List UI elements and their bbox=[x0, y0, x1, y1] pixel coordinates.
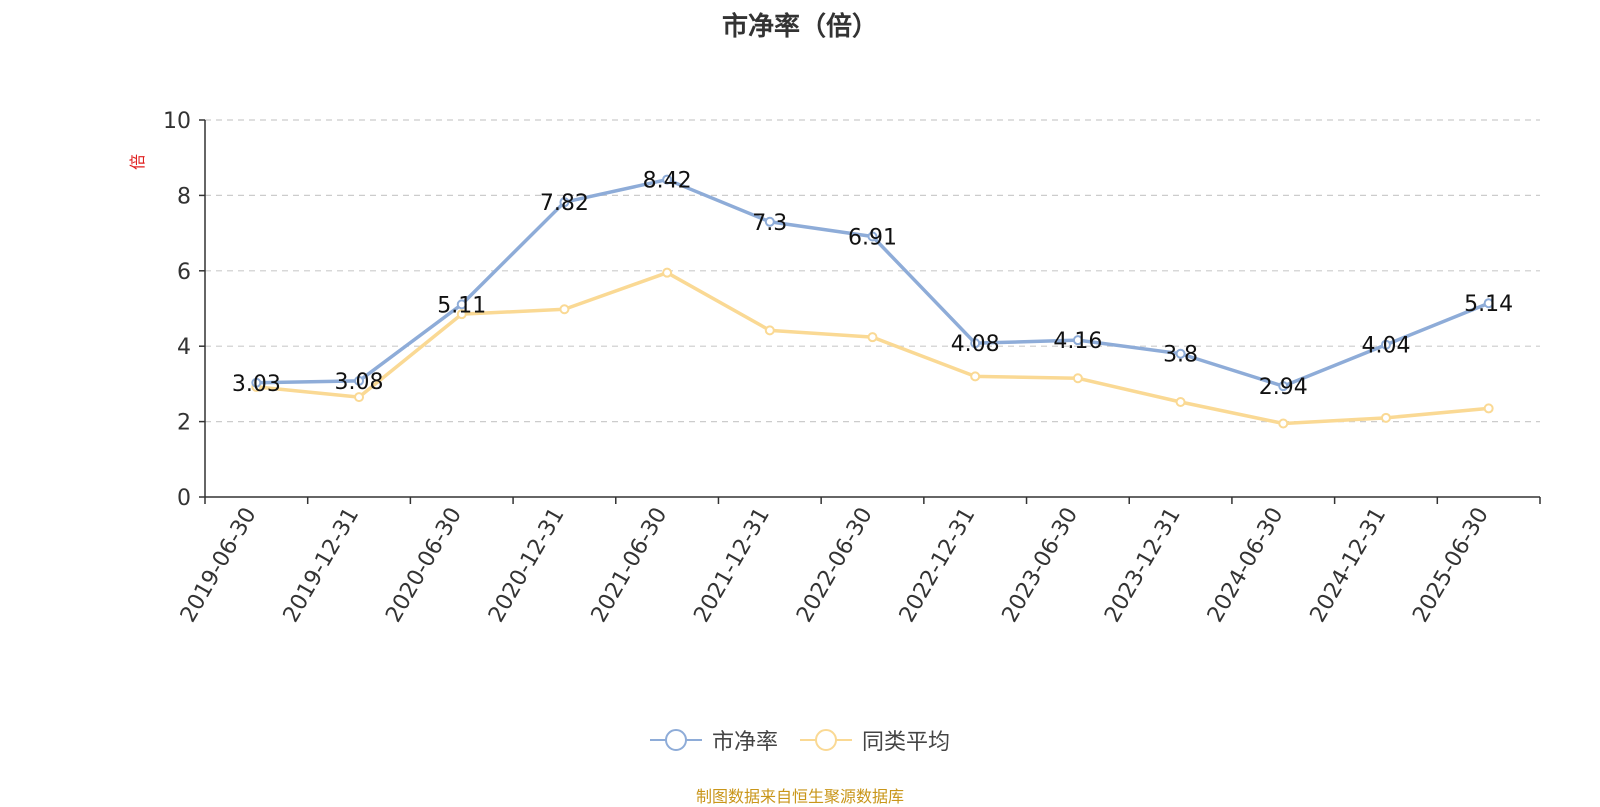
x-tick-label-11: 2024-12-31 bbox=[1306, 504, 1392, 627]
series-1-point-8[interactable] bbox=[1072, 373, 1083, 384]
data-label-7: 4.08 bbox=[951, 332, 1000, 357]
series-0-point-10[interactable] bbox=[1278, 381, 1289, 392]
chart-title: 市净率（倍） bbox=[721, 12, 878, 42]
series-1-point-1[interactable] bbox=[354, 392, 365, 403]
series-1-point-10[interactable] bbox=[1278, 418, 1289, 429]
data-label-9: 3.8 bbox=[1163, 343, 1198, 368]
series-0-point-6[interactable] bbox=[867, 231, 878, 242]
legend-label-series-0: 市净率 bbox=[711, 730, 778, 755]
series-0-point-12[interactable] bbox=[1483, 298, 1494, 309]
legend-swatch-series-1 bbox=[800, 729, 852, 751]
data-label-3: 7.82 bbox=[540, 191, 589, 216]
series-0-point-1[interactable] bbox=[354, 375, 365, 386]
series-0-point-7[interactable] bbox=[970, 338, 981, 349]
x-tick-label-7: 2022-12-31 bbox=[895, 504, 981, 627]
legend-label-series-1: 同类平均 bbox=[862, 730, 951, 755]
y-tick-label-5: 10 bbox=[163, 109, 191, 134]
data-label-6: 6.91 bbox=[848, 225, 897, 250]
y-tick-label-0: 0 bbox=[177, 486, 191, 511]
legend-item-series-0[interactable]: 市净率 bbox=[649, 724, 778, 756]
x-tick-label-9: 2023-12-31 bbox=[1100, 504, 1186, 627]
series-lines bbox=[251, 174, 1494, 429]
series-1-point-2[interactable] bbox=[456, 309, 467, 320]
series-1-point-7[interactable] bbox=[970, 371, 981, 382]
series-0-point-2[interactable] bbox=[456, 299, 467, 310]
y-tick-label-2: 4 bbox=[177, 335, 191, 360]
data-label-8: 4.16 bbox=[1053, 329, 1102, 354]
x-tick-label-2: 2020-06-30 bbox=[381, 504, 467, 627]
y-tick-label-1: 2 bbox=[177, 411, 191, 436]
data-label-4: 8.42 bbox=[643, 169, 692, 194]
x-tick-label-0: 2019-06-30 bbox=[176, 504, 262, 627]
series-1-point-12[interactable] bbox=[1483, 403, 1494, 414]
legend: 市净率 同类平均 bbox=[0, 724, 1600, 756]
series-1-point-3[interactable] bbox=[559, 304, 570, 315]
y-axis-label: 倍 bbox=[128, 154, 147, 170]
series-1-point-6[interactable] bbox=[867, 332, 878, 343]
legend-item-series-1[interactable]: 同类平均 bbox=[800, 724, 950, 756]
series-0-point-4[interactable] bbox=[662, 174, 673, 185]
data-labels: 3.03 3.08 5.11 7.82 8.42 7.3 6.91 4.08 4.16 3.8 2.… bbox=[232, 169, 1513, 401]
data-label-5: 7.3 bbox=[752, 211, 787, 236]
series-1-point-11[interactable] bbox=[1380, 412, 1391, 423]
series-line-0 bbox=[254, 177, 1491, 388]
series-0-point-0[interactable] bbox=[251, 377, 262, 388]
series-0-point-3[interactable] bbox=[559, 197, 570, 208]
data-label-10: 2.94 bbox=[1259, 375, 1308, 400]
series-0-point-11[interactable] bbox=[1380, 339, 1391, 350]
y-tick-label-3: 6 bbox=[177, 260, 191, 285]
x-tick-label-10: 2024-06-30 bbox=[1203, 504, 1289, 627]
series-0-point-8[interactable] bbox=[1072, 335, 1083, 346]
grid-lines bbox=[205, 119, 1540, 423]
series-1-point-9[interactable] bbox=[1175, 396, 1186, 407]
series-0-point-9[interactable] bbox=[1175, 348, 1186, 359]
source-note: 制图数据来自恒生聚源数据库 bbox=[695, 787, 904, 806]
x-tick-label-8: 2023-06-30 bbox=[998, 504, 1084, 627]
x-tick-label-5: 2021-12-31 bbox=[689, 504, 775, 627]
data-label-12: 5.14 bbox=[1464, 292, 1513, 317]
x-tick-label-12: 2025-06-30 bbox=[1408, 504, 1494, 627]
data-label-2: 5.11 bbox=[437, 293, 486, 318]
legend-swatch-series-0 bbox=[649, 729, 702, 751]
series-0-point-5[interactable] bbox=[764, 216, 775, 227]
x-tick-label-4: 2021-06-30 bbox=[587, 504, 673, 627]
data-label-0: 3.03 bbox=[232, 372, 281, 397]
y-tick-label-4: 8 bbox=[177, 184, 191, 209]
x-tick-label-3: 2020-12-31 bbox=[484, 504, 570, 627]
x-tick-label-1: 2019-12-31 bbox=[279, 504, 365, 627]
data-label-1: 3.08 bbox=[335, 370, 384, 395]
series-1-point-5[interactable] bbox=[764, 325, 775, 336]
x-tick-label-6: 2022-06-30 bbox=[792, 504, 878, 627]
series-1-point-4[interactable] bbox=[662, 267, 673, 278]
data-label-11: 4.04 bbox=[1361, 334, 1410, 359]
